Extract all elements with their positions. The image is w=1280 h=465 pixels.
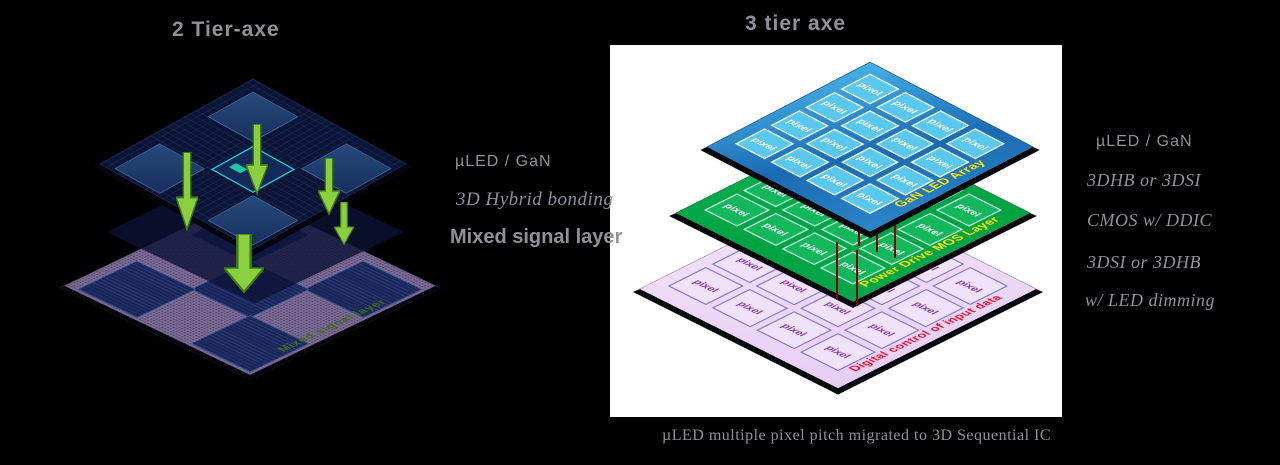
chip-block — [301, 143, 392, 194]
bonding-arrow-icon — [176, 152, 198, 232]
figure-caption: µLED multiple pixel pitch migrated to 3D… — [662, 427, 1052, 444]
bonding-arrow-icon — [224, 234, 264, 294]
bonding-arrow-icon — [318, 158, 340, 216]
left-annotation-line2: 3D Hybrid bonding — [456, 189, 614, 210]
right-annotation-line1: µLED / GaN — [1096, 133, 1193, 150]
right-annotation-line3: CMOS w/ DDIC — [1087, 210, 1213, 230]
interconnect-via — [836, 242, 838, 300]
left-annotation-line3: Mixed signal layer — [450, 226, 623, 248]
right-diagram-title: 3 tier axe — [745, 12, 847, 35]
left-diagram-title: 2 Tier-axe — [172, 18, 280, 41]
chip-core-teal — [228, 163, 248, 174]
left-annotation-line1: µLED / GaN — [455, 153, 552, 170]
interconnect-via — [856, 250, 858, 306]
right-annotation-line2: 3DHB or 3DSI — [1087, 170, 1201, 190]
right-annotation-line4: 3DSI or 3DHB — [1087, 252, 1201, 272]
base-die — [77, 260, 197, 318]
bonding-arrow-icon — [246, 124, 268, 196]
right-annotation-line5: w/ LED dimming — [1085, 290, 1216, 310]
bonding-arrow-icon — [334, 202, 354, 246]
